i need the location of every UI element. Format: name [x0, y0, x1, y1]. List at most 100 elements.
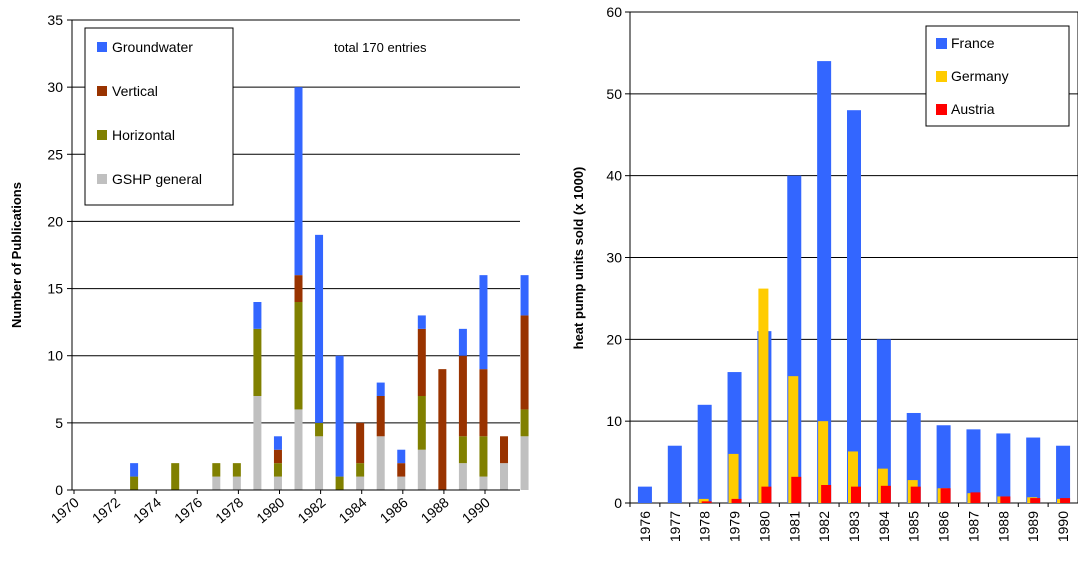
bar-groundwater [520, 275, 529, 316]
bar-france [876, 339, 891, 503]
right-x-tick-label: 1988 [995, 511, 1011, 542]
left-x-tick-label: 1976 [171, 494, 205, 526]
bar-gshp-general [500, 463, 509, 490]
legend-swatch-vertical [97, 86, 107, 96]
left-x-tick-label: 1982 [294, 494, 328, 526]
bar-horizontal [294, 302, 303, 410]
bar-austria [791, 476, 802, 503]
bar-groundwater [294, 87, 303, 276]
bar-austria [910, 486, 921, 503]
right-y-tick-label: 60 [606, 4, 622, 20]
bar-groundwater [376, 382, 385, 396]
bar-gshp-general [458, 463, 467, 490]
legend-label-germany: Germany [951, 68, 1009, 84]
right-y-tick-label: 40 [606, 168, 622, 184]
legend-label-gshp-general: GSHP general [112, 171, 202, 187]
bar-groundwater [273, 436, 282, 450]
left-y-tick-label: 30 [47, 79, 63, 95]
bar-gshp-general [397, 476, 406, 490]
bar-france [697, 404, 712, 503]
bar-vertical [417, 328, 426, 396]
right-y-tick-label: 0 [614, 495, 622, 511]
legend-swatch-austria [936, 104, 947, 115]
bar-vertical [500, 436, 509, 464]
bar-gshp-general [294, 409, 303, 490]
bar-austria [821, 484, 832, 503]
right-y-tick-label: 10 [606, 413, 622, 429]
legend-label-groundwater: Groundwater [112, 39, 193, 55]
left-x-tick-label: 1990 [459, 494, 493, 526]
right-y-tick-label: 20 [606, 331, 622, 347]
right-legend-box [925, 25, 1070, 127]
left-x-tick-label: 1970 [48, 494, 82, 526]
right-legend: France Germany Austria [925, 25, 1070, 127]
bar-gshp-general [479, 476, 488, 490]
left-y-tick-label: 5 [55, 415, 63, 431]
bar-vertical [294, 275, 303, 302]
bar-groundwater [479, 275, 488, 370]
bar-germany [698, 498, 709, 503]
left-x-tick-label: 1978 [212, 494, 246, 526]
bar-gshp-general [520, 436, 529, 490]
right-x-tick-label: 1984 [876, 511, 892, 542]
bar-vertical [356, 422, 365, 464]
bar-horizontal [458, 436, 467, 464]
left-x-tick-label: 1972 [89, 494, 123, 526]
bar-austria [970, 492, 981, 503]
bar-austria [940, 488, 951, 503]
bar-vertical [479, 369, 488, 437]
bar-austria [761, 486, 772, 503]
left-x-tick-label: 1984 [335, 494, 369, 526]
bar-horizontal [232, 463, 241, 477]
left-y-ticks: 0 5 10 15 20 25 30 35 [47, 12, 72, 498]
bar-gshp-general [417, 449, 426, 490]
bar-horizontal [335, 476, 344, 490]
bar-horizontal [130, 476, 139, 490]
bar-france [817, 61, 832, 503]
bar-horizontal [479, 436, 488, 477]
legend-swatch-horizontal [97, 130, 107, 140]
bar-gshp-general [232, 476, 241, 490]
bar-france [847, 110, 861, 503]
bar-vertical [458, 355, 467, 437]
bar-germany [758, 288, 769, 503]
left-x-tick-label: 1974 [130, 494, 164, 526]
bar-horizontal [356, 463, 365, 477]
bar-horizontal [171, 463, 180, 490]
bar-germany [848, 451, 858, 503]
bar-horizontal [417, 396, 426, 450]
right-x-ticks: 1976 1977 1978 1979 1980 1981 1982 1983 1984 1985… [629, 503, 1071, 542]
bar-vertical [520, 315, 529, 410]
bar-vertical [273, 449, 282, 464]
left-y-tick-label: 0 [55, 482, 63, 498]
bar-austria [1060, 498, 1071, 503]
legend-label-horizontal: Horizontal [112, 127, 175, 143]
bar-gshp-general [315, 436, 324, 490]
bar-horizontal [273, 463, 282, 477]
left-y-tick-label: 25 [47, 146, 63, 162]
bar-gshp-general [212, 476, 221, 490]
bar-austria [731, 498, 742, 503]
left-x-tick-label: 1988 [418, 494, 452, 526]
left-y-tick-label: 10 [47, 348, 63, 364]
bar-austria [1000, 496, 1011, 503]
legend-label-austria: Austria [951, 101, 995, 117]
right-x-tick-label: 1986 [936, 511, 952, 542]
right-x-tick-label: 1983 [846, 511, 862, 542]
bar-gshp-general [356, 476, 365, 490]
bar-groundwater [397, 449, 406, 464]
bar-germany [788, 376, 799, 503]
left-bars [130, 87, 529, 490]
left-y-tick-label: 35 [47, 12, 63, 28]
right-x-tick-label: 1980 [756, 511, 772, 542]
left-y-tick-label: 20 [47, 213, 63, 229]
left-annotation: total 170 entries [334, 40, 427, 55]
left-x-tick-label: 1986 [377, 494, 411, 526]
bar-horizontal [315, 422, 324, 437]
bar-groundwater [335, 355, 344, 477]
bar-gshp-general [253, 396, 262, 490]
legend-label-vertical: Vertical [112, 83, 158, 99]
